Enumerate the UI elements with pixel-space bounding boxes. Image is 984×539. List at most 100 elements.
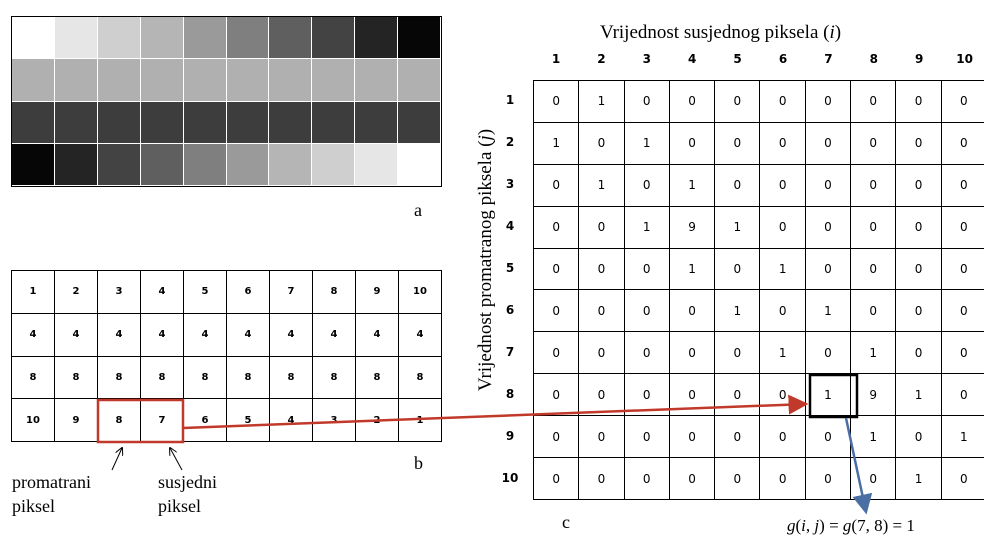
gray-cell: [355, 59, 399, 102]
gray-cell: [97, 17, 141, 60]
pixel-cell: 3: [312, 398, 356, 442]
pixel-cell: 8: [97, 355, 141, 400]
gray-cell: [183, 59, 227, 102]
gray-cell: [269, 17, 313, 60]
matrix-cell: 0: [940, 163, 984, 207]
row-header: 5: [505, 261, 515, 275]
matrix-cell: 0: [714, 331, 761, 375]
matrix-cell: 0: [759, 163, 806, 207]
column-header: 2: [597, 52, 606, 66]
matrix-cell: 1: [623, 205, 670, 249]
matrix-cell: 0: [895, 415, 942, 459]
pixel-cell: 7: [140, 398, 184, 442]
matrix-cell: 0: [804, 205, 852, 249]
column-header: 9: [915, 52, 924, 66]
matrix-cell: 0: [578, 415, 625, 459]
gray-cell: [269, 59, 313, 102]
matrix-cell: 0: [759, 415, 806, 459]
pixel-cell: 6: [226, 270, 270, 314]
observed-pixel-caption: promatrani piksel: [12, 470, 91, 518]
matrix-cell: 0: [850, 80, 897, 123]
neighbor-caption-line-1: susjedni: [158, 472, 218, 492]
matrix-cell: 0: [578, 205, 625, 249]
pixel-cell: 8: [355, 355, 399, 400]
gray-cell: [12, 59, 55, 102]
matrix-cell: 0: [668, 331, 716, 375]
observed-caption-line-2: piksel: [12, 496, 55, 516]
matrix-cell: 1: [895, 457, 942, 500]
matrix-cell: 1: [668, 163, 716, 207]
pixel-cell: 8: [398, 355, 442, 400]
row-header: 6: [505, 303, 515, 317]
panel-a-label: a: [414, 200, 422, 220]
matrix-cell: 0: [850, 121, 897, 165]
matrix-cell: 1: [804, 289, 852, 333]
pixel-cell: 7: [269, 270, 313, 314]
pixel-cell: 2: [54, 270, 98, 314]
matrix-cell: 0: [804, 121, 852, 165]
matrix-cell: 1: [850, 331, 897, 375]
matrix-cell: 0: [714, 80, 761, 123]
pixel-cell: 4: [183, 312, 227, 357]
matrix-cell: 1: [532, 121, 580, 165]
neighbor-caption-line-2: piksel: [158, 496, 201, 516]
matrix-cell: 1: [714, 205, 761, 249]
pixel-cell: 4: [398, 312, 442, 357]
matrix-cell: 0: [532, 331, 580, 375]
gray-cell: [54, 17, 98, 60]
pixel-cell: 8: [54, 355, 98, 400]
matrix-cell: 0: [532, 457, 580, 500]
gray-cell: [54, 101, 98, 144]
gray-cell: [226, 143, 270, 186]
matrix-cell: 0: [850, 163, 897, 207]
pixel-cell: 4: [269, 312, 313, 357]
matrix-cell: 0: [623, 415, 670, 459]
row-header: 10: [501, 471, 519, 485]
gray-cell: [12, 143, 55, 186]
matrix-cell: 1: [895, 373, 942, 417]
pixel-cell: 1: [11, 270, 55, 314]
matrix-cell: 0: [850, 457, 897, 500]
matrix-cell: 0: [578, 331, 625, 375]
column-header: 10: [956, 52, 973, 66]
x-axis-title: Vrijednost susjednog piksela (i): [600, 22, 842, 43]
row-header: 7: [505, 345, 515, 359]
column-header: 4: [688, 52, 697, 66]
matrix-cell: 0: [578, 457, 625, 500]
matrix-cell: 1: [714, 289, 761, 333]
gray-cell: [269, 101, 313, 144]
matrix-cell: 0: [714, 247, 761, 291]
gray-cell: [312, 101, 356, 144]
gray-cell: [140, 143, 184, 186]
gray-cell: [312, 143, 356, 186]
gray-cell: [97, 59, 141, 102]
gray-cell: [226, 59, 270, 102]
pixel-cell: 4: [355, 312, 399, 357]
pixel-cell: 8: [312, 355, 356, 400]
matrix-cell: 0: [623, 80, 670, 123]
matrix-cell: 0: [850, 205, 897, 249]
neighbor-pixel-caption: susjedni piksel: [158, 470, 217, 518]
matrix-cell: 9: [668, 205, 716, 249]
gray-cell: [183, 101, 227, 144]
gray-cell: [97, 101, 141, 144]
matrix-cell: 0: [940, 457, 984, 500]
matrix-cell: 0: [804, 80, 852, 123]
pixel-cell: 4: [97, 312, 141, 357]
gray-cell: [398, 17, 441, 60]
gray-cell: [355, 101, 399, 144]
matrix-cell: 0: [578, 289, 625, 333]
column-header: 8: [869, 52, 878, 66]
column-header: 6: [778, 52, 788, 66]
matrix-cell: 1: [850, 415, 897, 459]
matrix-cell: 0: [759, 205, 806, 249]
matrix-cell: 0: [895, 205, 942, 249]
matrix-cell: 0: [850, 289, 897, 333]
gray-cell: [312, 17, 356, 60]
